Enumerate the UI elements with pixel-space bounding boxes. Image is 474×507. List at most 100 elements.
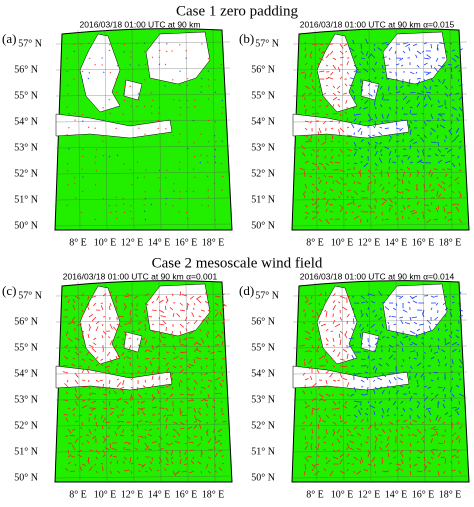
- wind-vector: [392, 400, 397, 406]
- wind-vector: [374, 216, 378, 220]
- wind-vector: [430, 449, 435, 455]
- lon-label: 8° E: [69, 489, 87, 500]
- wind-vector: [363, 68, 369, 73]
- wind-vector: [404, 322, 411, 325]
- wind-vector: [172, 407, 175, 412]
- wind-vector: [151, 357, 156, 360]
- wind-vector: [332, 85, 336, 89]
- meridian: [449, 281, 453, 483]
- wind-vector: [437, 452, 442, 458]
- wind-vector: [442, 421, 446, 424]
- wind-vector: [409, 330, 416, 335]
- wind-vector: [304, 204, 308, 208]
- wind-vector: [318, 162, 324, 166]
- wind-vector: [137, 337, 139, 341]
- wind-vector: [346, 126, 350, 129]
- wind-vector: [374, 150, 378, 157]
- wind-vector: [318, 105, 321, 108]
- wind-vector: [213, 446, 216, 451]
- wind-vector: [330, 127, 334, 130]
- wind-vector: [359, 333, 362, 339]
- wind-vector: [433, 372, 439, 374]
- wind-vector: [190, 460, 195, 465]
- wind-vector: [172, 435, 176, 437]
- wind-vector: [437, 463, 441, 466]
- wind-vector: [428, 372, 432, 375]
- wind-vector: [386, 43, 390, 46]
- wind-vector: [400, 468, 404, 472]
- wind-vector: [74, 295, 81, 299]
- wind-vector: [388, 158, 391, 164]
- wind-vector: [74, 344, 78, 351]
- wind-vector: [436, 176, 439, 180]
- meridian: [185, 281, 189, 483]
- wind-vector: [304, 404, 310, 409]
- wind-vector: [402, 92, 405, 96]
- wind-vector: [421, 112, 425, 115]
- wind-vector: [179, 330, 182, 336]
- lat-label: 51° N: [251, 446, 275, 457]
- wind-vector: [67, 449, 70, 455]
- wind-vector: [115, 355, 118, 360]
- wind-vector: [95, 183, 97, 186]
- wind-vector: [172, 293, 174, 297]
- wind-vector: [136, 386, 139, 391]
- wind-vector: [416, 134, 420, 137]
- wind-vector: [197, 410, 202, 416]
- wind-vector: [304, 160, 309, 164]
- wind-vector: [415, 71, 418, 74]
- lon-label: 16° E: [175, 237, 198, 248]
- wind-vector: [353, 180, 355, 185]
- wind-vector: [324, 407, 327, 411]
- wind-vector: [325, 393, 331, 397]
- wind-vector: [87, 379, 90, 383]
- wind-vector: [369, 293, 376, 297]
- wind-vector: [129, 210, 132, 213]
- wind-vector: [304, 463, 307, 470]
- wind-vector: [204, 292, 209, 297]
- wind-vector: [428, 344, 432, 348]
- lat-label: 56° N: [14, 316, 38, 327]
- wind-vector: [360, 155, 364, 158]
- wind-vector: [339, 330, 344, 334]
- wind-vector: [310, 134, 313, 140]
- wind-vector: [400, 118, 404, 122]
- wind-vector: [409, 172, 411, 178]
- wind-vector: [444, 147, 448, 150]
- wind-vector: [214, 386, 217, 391]
- wind-vector: [219, 311, 223, 318]
- meridian: [212, 29, 216, 231]
- wind-vector: [408, 78, 411, 85]
- wind-vector: [188, 330, 195, 335]
- wind-vector: [325, 298, 327, 304]
- wind-vector: [151, 383, 154, 388]
- wind-vector: [186, 358, 189, 361]
- wind-vector: [191, 372, 195, 375]
- wind-vector: [67, 299, 70, 304]
- panel-label: (c): [2, 283, 16, 298]
- wind-vector: [220, 400, 223, 404]
- wind-vector: [380, 169, 383, 174]
- wind-vector: [437, 337, 440, 342]
- wind-vector: [338, 400, 341, 404]
- wind-vector: [308, 350, 313, 353]
- wind-vector: [129, 309, 132, 316]
- wind-vector: [423, 62, 428, 66]
- wind-vector: [71, 363, 76, 367]
- wind-vector: [81, 463, 86, 466]
- wind-vector: [447, 63, 453, 66]
- wind-vector: [136, 354, 139, 360]
- wind-vector: [218, 434, 223, 437]
- wind-vector: [421, 148, 425, 153]
- wind-vector: [395, 106, 399, 110]
- wind-vector: [104, 365, 111, 368]
- wind-vector: [446, 148, 453, 153]
- wind-vector: [186, 304, 189, 311]
- wind-vector: [178, 168, 181, 171]
- wind-vector: [186, 106, 189, 109]
- wind-vector: [203, 372, 209, 375]
- wind-vector: [399, 85, 404, 89]
- wind-vector: [338, 120, 341, 124]
- wind-vector: [413, 357, 418, 360]
- wind-vector: [164, 467, 167, 472]
